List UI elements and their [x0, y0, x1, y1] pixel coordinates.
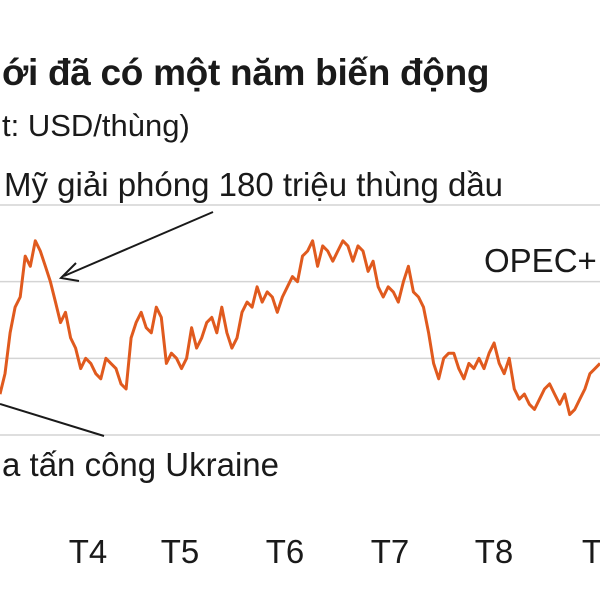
annotation-line-ukraine	[0, 403, 105, 437]
x-tick-label: T	[582, 533, 600, 570]
x-tick-label: T8	[475, 533, 514, 570]
x-tick-label: T6	[266, 533, 305, 570]
x-tick-label: T4	[69, 533, 108, 570]
series-line-0	[0, 239, 600, 417]
x-tick-label: T7	[371, 533, 410, 570]
annotation-spr-release: Mỹ giải phóng 180 triệu thùng dầu	[4, 166, 503, 203]
annotation-arrowhead	[58, 262, 80, 282]
x-tick-label: T5	[161, 533, 200, 570]
annotation-opec: OPEC+	[484, 242, 597, 279]
chart-title: ới đã có một năm biến động	[2, 52, 490, 93]
annotation-arrow-spr	[63, 211, 214, 277]
annotation-ukraine: a tấn công Ukraine	[2, 446, 279, 483]
chart-subtitle: t: USD/thùng)	[2, 108, 190, 143]
